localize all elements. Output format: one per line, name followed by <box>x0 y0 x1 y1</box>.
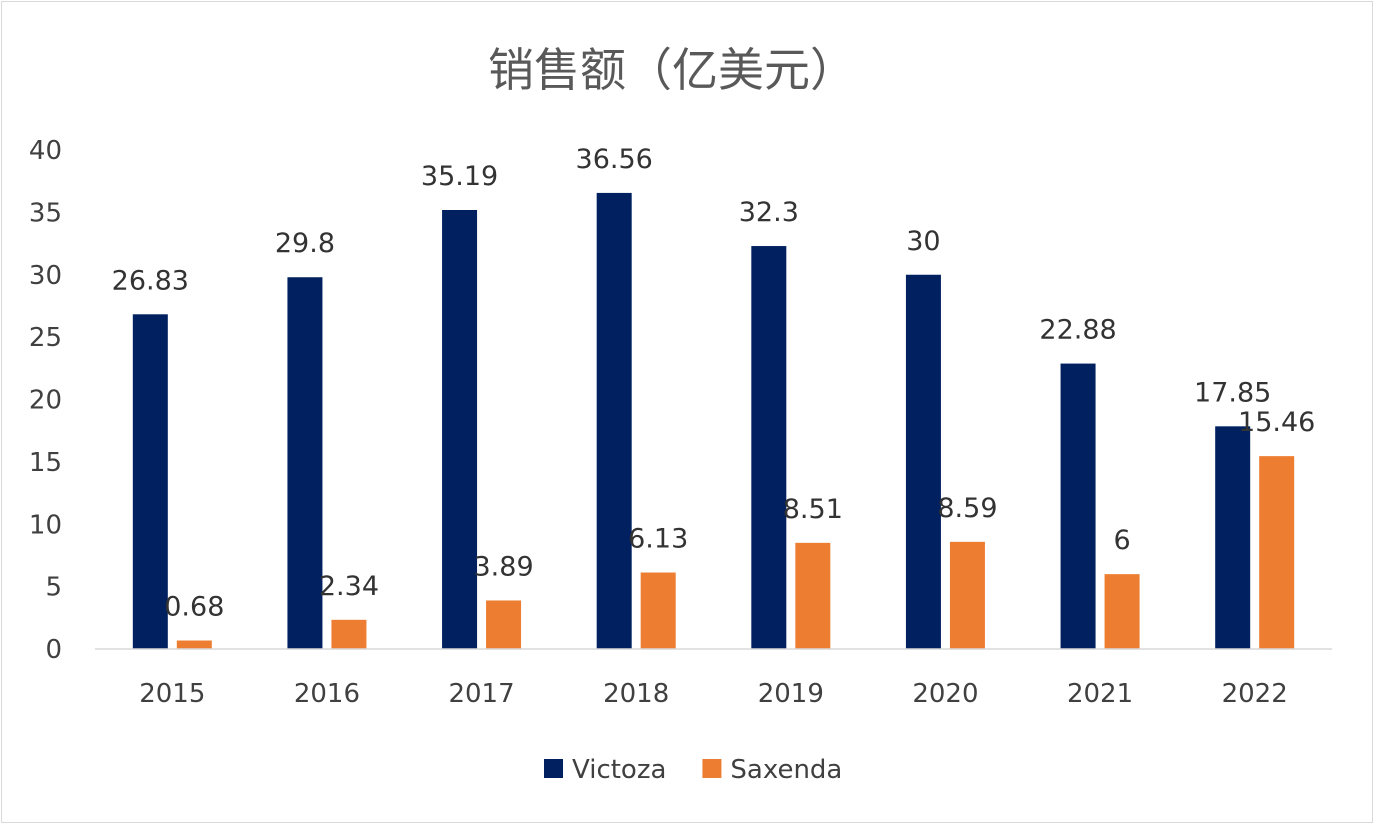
x-tick-label: 2015 <box>139 679 205 709</box>
data-label-saxenda-2018: 6.13 <box>628 524 688 555</box>
y-tick-label: 30 <box>29 261 62 291</box>
x-tick-label: 2022 <box>1222 679 1288 709</box>
bar-victoza-2020 <box>905 274 941 649</box>
x-tick-label: 2018 <box>603 679 669 709</box>
x-tick-label: 2021 <box>1067 679 1133 709</box>
data-label-saxenda-2020: 8.59 <box>937 493 997 524</box>
bar-saxenda-2019 <box>795 542 831 649</box>
bar-victoza-2022 <box>1215 426 1251 649</box>
bar-saxenda-2016 <box>331 619 367 649</box>
data-label-victoza-2021: 22.88 <box>1039 315 1116 346</box>
x-tick-label: 2016 <box>294 679 360 709</box>
data-label-victoza-2015: 26.83 <box>112 265 189 296</box>
y-tick-label: 0 <box>45 635 62 665</box>
data-label-victoza-2018: 36.56 <box>576 144 653 175</box>
data-label-victoza-2017: 35.19 <box>421 161 498 192</box>
legend-swatch-victoza <box>544 759 563 778</box>
bar-saxenda-2021 <box>1104 574 1140 649</box>
data-label-saxenda-2015: 0.68 <box>164 592 224 623</box>
x-axis-ticks: 2015 2016 2017 2018 2019 2020 2021 2022 <box>139 679 1288 709</box>
bar-victoza-2017 <box>442 210 478 649</box>
data-label-victoza-2022: 17.85 <box>1194 377 1271 408</box>
bar-saxenda-2018 <box>640 572 676 649</box>
y-tick-label: 20 <box>29 386 62 416</box>
y-tick-label: 15 <box>29 448 62 478</box>
x-tick-label: 2017 <box>448 679 514 709</box>
data-label-victoza-2016: 29.8 <box>275 228 335 259</box>
data-label-saxenda-2021: 6 <box>1113 525 1130 556</box>
bar-saxenda-2020 <box>949 541 985 649</box>
bar-saxenda-2022 <box>1259 456 1295 649</box>
bar-victoza-2021 <box>1060 363 1096 649</box>
legend-swatch-saxenda <box>702 759 722 778</box>
data-label-victoza-2020: 30 <box>906 226 940 257</box>
data-label-saxenda-2019: 8.51 <box>783 494 843 525</box>
y-tick-label: 10 <box>29 510 62 540</box>
bar-victoza-2015 <box>132 314 168 649</box>
x-tick-label: 2019 <box>758 679 824 709</box>
data-label-saxenda-2022: 15.46 <box>1238 407 1315 438</box>
data-labels: 26.83 0.68 29.8 2.34 35.19 3.89 36.56 6.13 32.3 8… <box>112 144 1316 623</box>
bars <box>132 192 1295 649</box>
x-tick-label: 2020 <box>912 679 978 709</box>
legend: Victoza Saxenda <box>544 755 842 785</box>
bar-victoza-2018 <box>596 192 632 649</box>
bar-saxenda-2015 <box>176 640 212 649</box>
data-label-saxenda-2016: 2.34 <box>319 571 379 602</box>
y-axis-ticks: 0 5 10 15 20 25 30 35 40 <box>29 136 62 665</box>
y-tick-label: 25 <box>29 323 62 353</box>
bar-victoza-2016 <box>287 277 323 649</box>
y-tick-label: 5 <box>45 573 62 603</box>
legend-label-victoza: Victoza <box>572 755 666 785</box>
data-label-victoza-2019: 32.3 <box>739 197 799 228</box>
bar-victoza-2019 <box>751 246 787 649</box>
chart-title: 销售额（亿美元） <box>488 43 856 97</box>
y-tick-label: 35 <box>29 198 62 228</box>
legend-label-saxenda: Saxenda <box>730 755 842 785</box>
y-tick-label: 40 <box>29 136 62 166</box>
data-label-saxenda-2017: 3.89 <box>474 551 534 582</box>
bar-saxenda-2017 <box>486 600 522 649</box>
